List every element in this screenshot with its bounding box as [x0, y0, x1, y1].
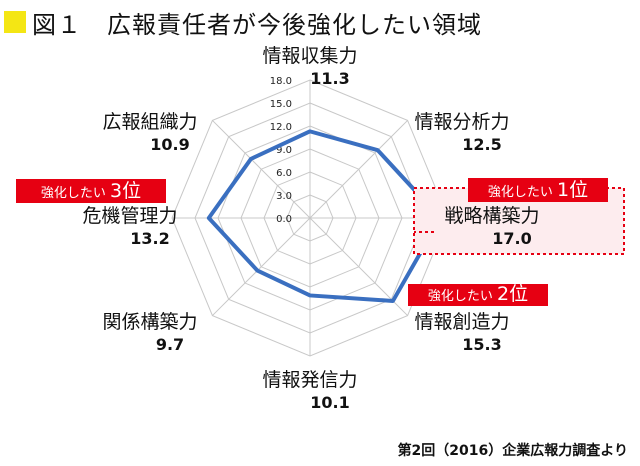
data-point: [376, 148, 380, 152]
axis-label: 情報収集力: [262, 45, 357, 67]
tick-label: 15.0: [270, 99, 292, 110]
data-point: [308, 293, 312, 297]
data-label: 10.9: [150, 135, 189, 154]
data-label: 12.5: [462, 135, 501, 154]
source-note: 第2回（2016）企業広報力調査より: [397, 443, 628, 459]
data-label: 10.1: [310, 393, 349, 412]
title-text: 図１ 広報責任者が今後強化したい領域: [32, 10, 482, 39]
axis-label: 関係構築力: [102, 311, 197, 333]
data-label-emphasis: 17.0: [492, 229, 531, 248]
tick-label: 12.0: [270, 122, 292, 133]
axis-label-emphasis: 戦略構築力: [444, 205, 539, 227]
tick-label: 9.0: [276, 145, 292, 156]
rank-badge: [16, 179, 166, 203]
data-point: [249, 157, 253, 161]
axis-label: 情報創造力: [414, 311, 509, 333]
data-point: [391, 299, 395, 303]
data-point: [308, 129, 312, 133]
tick-label: 3.0: [276, 191, 292, 202]
axis-label: 危機管理力: [82, 205, 177, 227]
rank-badge: [408, 284, 548, 306]
data-point: [255, 269, 259, 273]
chart-title: 図１ 広報責任者が今後強化したい領域: [4, 6, 482, 39]
axis-label: 広報組織力: [102, 111, 197, 133]
grid-spoke: [309, 120, 408, 219]
axis-label: 情報発信力: [262, 369, 357, 391]
tick-label: 6.0: [276, 168, 292, 179]
grid-spoke: [212, 217, 311, 316]
tick-label: 0.0: [276, 214, 292, 225]
data-point: [207, 216, 211, 220]
tick-label: 18.0: [270, 76, 292, 87]
axis-label: 情報分析力: [414, 111, 509, 133]
data-label: 15.3: [462, 335, 501, 354]
data-label: 9.7: [156, 335, 184, 354]
rank-badge-text: 強化したい 3位: [41, 180, 141, 202]
grid-spoke: [212, 120, 311, 219]
data-label: 11.3: [310, 69, 349, 88]
rank-badge-text: 強化したい 1位: [488, 179, 588, 201]
rank-badge: [468, 178, 608, 202]
rank-badge-text: 強化したい 2位: [428, 283, 528, 305]
title-marker: [4, 11, 26, 33]
data-label: 13.2: [130, 229, 169, 248]
